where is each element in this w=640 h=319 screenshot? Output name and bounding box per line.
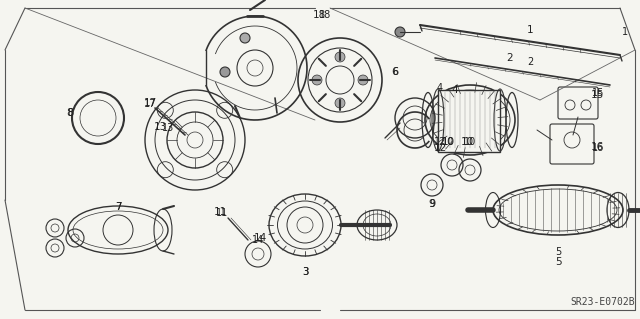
Text: 11: 11 (216, 208, 228, 218)
Text: 12: 12 (433, 143, 447, 153)
Text: 1: 1 (527, 25, 533, 35)
Text: 13: 13 (162, 123, 174, 133)
Text: 10: 10 (442, 137, 454, 147)
Text: 8: 8 (67, 108, 74, 118)
Circle shape (358, 75, 368, 85)
Text: 18: 18 (312, 10, 326, 20)
Text: 5: 5 (555, 247, 561, 257)
Circle shape (335, 98, 345, 108)
Circle shape (220, 67, 230, 77)
Circle shape (335, 52, 345, 62)
Circle shape (312, 75, 322, 85)
Circle shape (395, 27, 405, 37)
Text: 16: 16 (592, 143, 604, 153)
Text: 14: 14 (253, 233, 267, 243)
Text: 17: 17 (144, 99, 156, 109)
Text: 18: 18 (319, 10, 331, 20)
Text: 13: 13 (154, 122, 166, 132)
Text: 15: 15 (590, 90, 604, 100)
Text: 10: 10 (442, 137, 454, 147)
Text: 10: 10 (464, 137, 476, 147)
Text: 3: 3 (301, 267, 308, 277)
FancyBboxPatch shape (558, 87, 598, 119)
Text: 17: 17 (143, 98, 157, 108)
Text: 5: 5 (555, 257, 561, 267)
Text: 8: 8 (67, 108, 73, 118)
Text: 2: 2 (507, 53, 513, 63)
Bar (438, 90, 500, 152)
Text: 9: 9 (429, 199, 435, 209)
Circle shape (240, 33, 250, 43)
Text: 2: 2 (527, 57, 533, 67)
FancyBboxPatch shape (550, 124, 594, 164)
Text: 4: 4 (437, 83, 443, 93)
Text: 11: 11 (213, 207, 227, 217)
Text: 7: 7 (115, 202, 121, 212)
Text: SR23-E0702B: SR23-E0702B (570, 297, 635, 307)
Text: 1: 1 (622, 27, 628, 37)
Text: 6: 6 (392, 67, 398, 77)
Text: 15: 15 (592, 88, 604, 98)
Text: 10: 10 (460, 137, 474, 147)
Text: 4: 4 (452, 85, 458, 95)
Text: 9: 9 (429, 199, 435, 209)
Text: 12: 12 (434, 137, 446, 147)
Text: 14: 14 (252, 235, 264, 245)
Text: 16: 16 (590, 142, 604, 152)
Text: 7: 7 (115, 202, 122, 212)
Text: 3: 3 (302, 267, 308, 277)
Text: 6: 6 (392, 67, 398, 77)
